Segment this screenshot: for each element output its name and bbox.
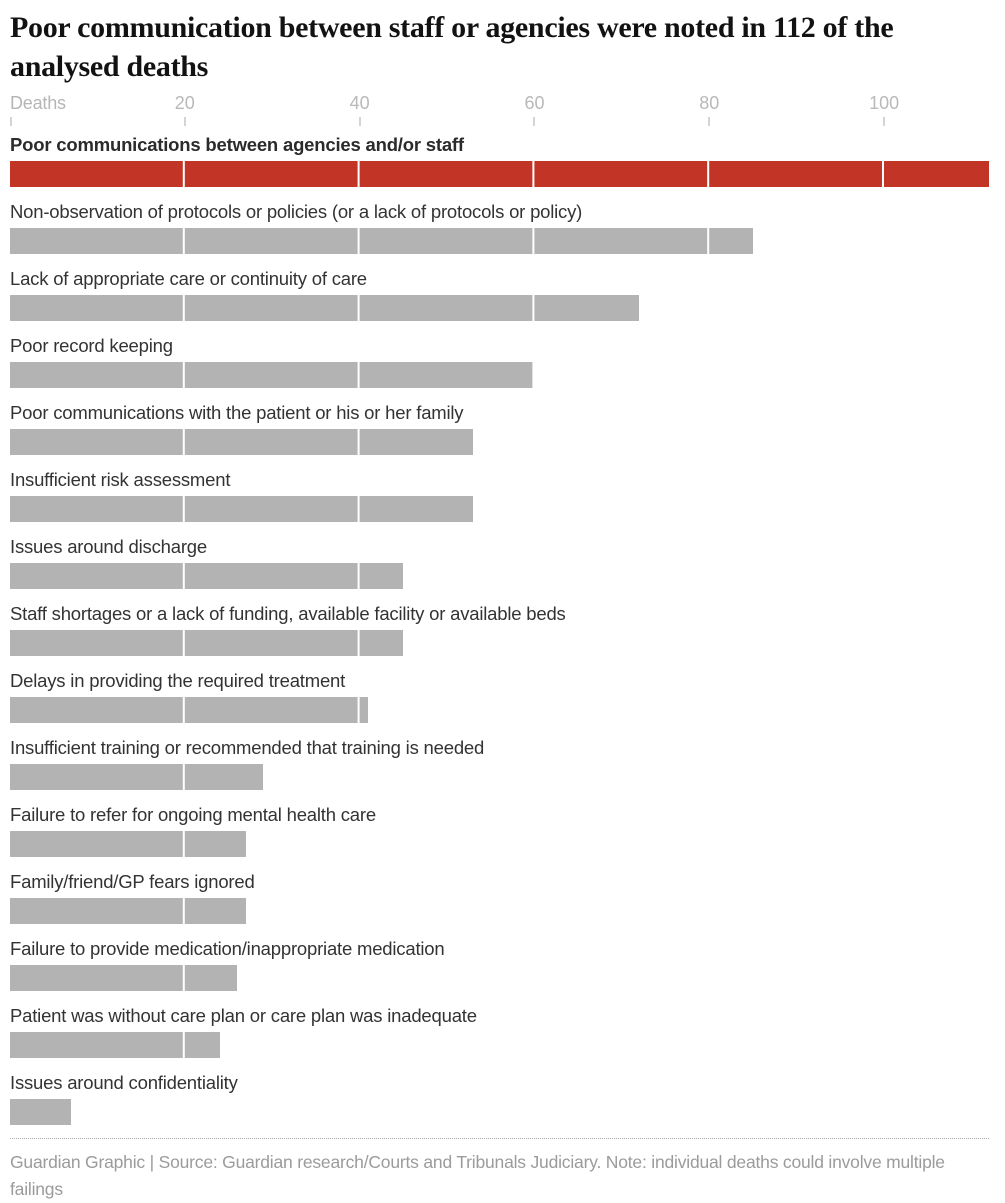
footer: Guardian Graphic | Source: Guardian rese… [10, 1138, 989, 1203]
bar [10, 831, 246, 857]
axis-tick-mark [883, 117, 886, 126]
axis-tick-mark [10, 117, 12, 126]
axis-tick-label: 20 [174, 93, 195, 113]
chart-row: Failure to provide medication/inappropri… [10, 937, 989, 991]
chart-row: Poor communications between agencies and… [10, 133, 989, 187]
chart-row: Non-observation of protocols or policies… [10, 200, 989, 254]
bar [10, 1099, 72, 1125]
axis-tick-label: 40 [349, 93, 370, 113]
chart-row: Poor communications with the patient or … [10, 401, 989, 455]
category-label: Non-observation of protocols or policies… [10, 201, 583, 222]
chart-row: Poor record keeping [10, 334, 989, 388]
category-label: Failure to provide medication/inappropri… [10, 938, 445, 959]
chart-row: Delays in providing the required treatme… [10, 669, 989, 723]
category-label: Insufficient risk assessment [10, 469, 231, 490]
bar [10, 1032, 220, 1058]
axis-tick-label: 60 [524, 93, 545, 113]
chart-row: Insufficient training or recommended tha… [10, 736, 989, 790]
chart-row: Family/friend/GP fears ignored [10, 870, 989, 924]
chart-row: Staff shortages or a lack of funding, av… [10, 602, 989, 656]
category-label: Failure to refer for ongoing mental heal… [10, 804, 376, 825]
bar [10, 764, 264, 790]
chart-row: Failure to refer for ongoing mental heal… [10, 803, 989, 857]
bar [10, 697, 369, 723]
category-label: Family/friend/GP fears ignored [10, 871, 255, 892]
bar [10, 965, 238, 991]
bar [10, 496, 474, 522]
axis-unit-label: Deaths [10, 93, 66, 113]
axis-tick-mark [183, 117, 186, 126]
chart-row: Issues around discharge [10, 535, 989, 589]
bar [10, 563, 404, 589]
axis-tick-label: 80 [699, 93, 720, 113]
bar [10, 228, 753, 254]
category-label: Poor communications between agencies and… [10, 134, 464, 155]
chart-title: Poor communication between staff or agen… [10, 11, 894, 83]
bar-rows: Poor communications between agencies and… [10, 133, 989, 1125]
category-label: Delays in providing the required treatme… [10, 670, 346, 691]
bar [10, 630, 404, 656]
x-axis: Deaths 20 40 60 80 100 [10, 93, 989, 129]
category-label: Insufficient training or recommended tha… [10, 737, 485, 758]
bar [10, 362, 535, 388]
category-label: Poor record keeping [10, 335, 173, 356]
category-label: Poor communications with the patient or … [10, 402, 464, 423]
chart-row: Issues around confidentiality [10, 1071, 989, 1125]
bar-highlight [10, 161, 989, 187]
bar [10, 295, 640, 321]
bar [10, 429, 474, 455]
footer-note: Guardian Graphic | Source: Guardian rese… [10, 1152, 945, 1199]
category-label: Patient was without care plan or care pl… [10, 1005, 477, 1026]
category-label: Staff shortages or a lack of funding, av… [10, 603, 566, 624]
axis-tick-mark [708, 117, 711, 126]
axis-tick-label: 100 [869, 93, 900, 113]
bar [10, 898, 246, 924]
axis-tick-mark [358, 117, 361, 126]
chart-row: Insufficient risk assessment [10, 468, 989, 522]
category-label: Issues around discharge [10, 536, 207, 557]
category-label: Issues around confidentiality [10, 1072, 238, 1093]
chart-row: Patient was without care plan or care pl… [10, 1004, 989, 1058]
category-label: Lack of appropriate care or continuity o… [10, 268, 367, 289]
chart-row: Lack of appropriate care or continuity o… [10, 267, 989, 321]
axis-tick-mark [533, 117, 536, 126]
